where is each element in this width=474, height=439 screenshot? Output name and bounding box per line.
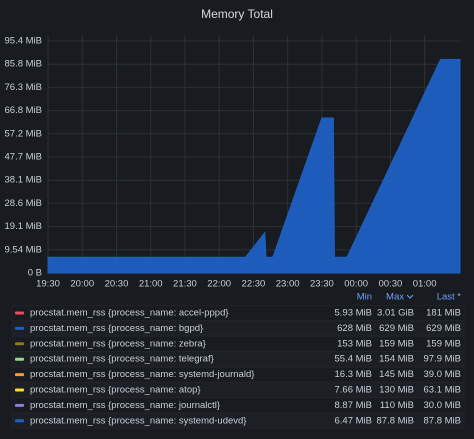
y-tick-label: 85.8 MiB (5, 59, 43, 70)
x-tick-label: 21:30 (173, 279, 197, 290)
legend-value: 629 MiB (379, 323, 414, 334)
legend-value: 30.0 MiB (424, 400, 462, 411)
area (47, 58, 461, 274)
x-tick-label: 00:30 (378, 279, 402, 290)
x-tick-label: 01:00 (413, 279, 437, 290)
legend-value: 7.66 MiB (335, 385, 373, 396)
legend-value: 3.01 GiB (377, 308, 414, 319)
legend-name: procstat.mem_rss {process_name: telegraf… (30, 354, 214, 365)
legend-row (11, 335, 465, 352)
legend-swatch (15, 311, 24, 315)
sort-icon (406, 294, 414, 299)
legend-value: 153 MiB (337, 338, 372, 349)
y-tick-label: 38.1 MiB (5, 175, 43, 186)
legend-row (11, 412, 465, 429)
legend-swatch (15, 403, 24, 407)
legend-header: Min (357, 292, 372, 303)
legend: Min Max Last * procstat.mem_rss {process_na… (11, 292, 465, 429)
legend-value: 16.3 MiB (335, 369, 373, 380)
x-tick-label: 23:30 (310, 279, 334, 290)
y-tick-label: 47.7 MiB (5, 152, 43, 163)
legend-value: 110 MiB (380, 400, 414, 411)
legend-value: 130 MiB (379, 385, 414, 396)
legend-value: 145 MiB (379, 369, 414, 380)
y-tick-label: 76.3 MiB (5, 82, 43, 93)
legend-value: 55.4 MiB (335, 354, 373, 365)
legend-value: 628 MiB (337, 323, 372, 334)
x-tick-label: 23:00 (276, 279, 300, 290)
y-tick-label: 95.4 MiB (5, 36, 43, 47)
x-tick-label: 20:30 (105, 279, 129, 290)
legend-name: procstat.mem_rss {process_name: systemd-… (30, 369, 254, 380)
chart-title: Memory Total (201, 7, 273, 21)
x-tick-label: 21:00 (139, 279, 163, 290)
x-tick-label: 19:30 (36, 279, 60, 290)
x-tick-label: 22:30 (242, 279, 266, 290)
legend-name: procstat.mem_rss {process_name: bgpd} (30, 323, 203, 334)
plot-area: 0 B 9.54 MiB 19.1 MiB 28.6 MiB 38.1 MiB 47.7 … (5, 35, 461, 290)
legend-value: 87.8 MiB (424, 415, 462, 426)
y-tick-label: 28.6 MiB (5, 198, 43, 209)
legend-value: 159 MiB (426, 338, 461, 349)
legend-value: 63.1 MiB (424, 385, 462, 396)
x-tick-label: 20:00 (70, 279, 94, 290)
x-tick-label: 00:00 (344, 279, 368, 290)
y-tick-label: 66.8 MiB (5, 105, 43, 116)
y-tick-label: 9.54 MiB (5, 244, 43, 255)
legend-value: 5.93 MiB (335, 308, 373, 319)
legend-swatch (15, 357, 24, 361)
legend-swatch (15, 373, 24, 377)
legend-value: 97.9 MiB (424, 354, 462, 365)
legend-header: Max (386, 292, 404, 303)
legend-name: procstat.mem_rss {process_name: zebra} (30, 338, 206, 349)
y-tick-label: 0 B (28, 268, 42, 279)
legend-swatch (15, 326, 24, 330)
legend-value: 629 MiB (426, 323, 461, 334)
legend-name: procstat.mem_rss {process_name: accel-pp… (30, 308, 229, 319)
legend-header: Last * (437, 292, 462, 303)
legend-name: procstat.mem_rss {process_name: systemd-… (30, 415, 246, 426)
x-tick-label: 22:00 (207, 279, 231, 290)
legend-value: 6.47 MiB (335, 415, 373, 426)
y-tick-label: 19.1 MiB (5, 221, 43, 232)
legend-swatch (15, 419, 24, 423)
legend-value: 181 MiB (426, 308, 461, 319)
legend-name: procstat.mem_rss {process_name: journalc… (30, 400, 220, 411)
legend-swatch (15, 342, 24, 346)
legend-swatch (15, 388, 24, 392)
y-tick-label: 57.2 MiB (5, 128, 43, 139)
legend-value: 87.8 MiB (377, 415, 415, 426)
legend-name: procstat.mem_rss {process_name: atop} (30, 385, 201, 396)
legend-value: 154 MiB (379, 354, 414, 365)
legend-value: 39.0 MiB (424, 369, 462, 380)
legend-value: 159 MiB (379, 338, 414, 349)
legend-value: 8.87 MiB (335, 400, 373, 411)
